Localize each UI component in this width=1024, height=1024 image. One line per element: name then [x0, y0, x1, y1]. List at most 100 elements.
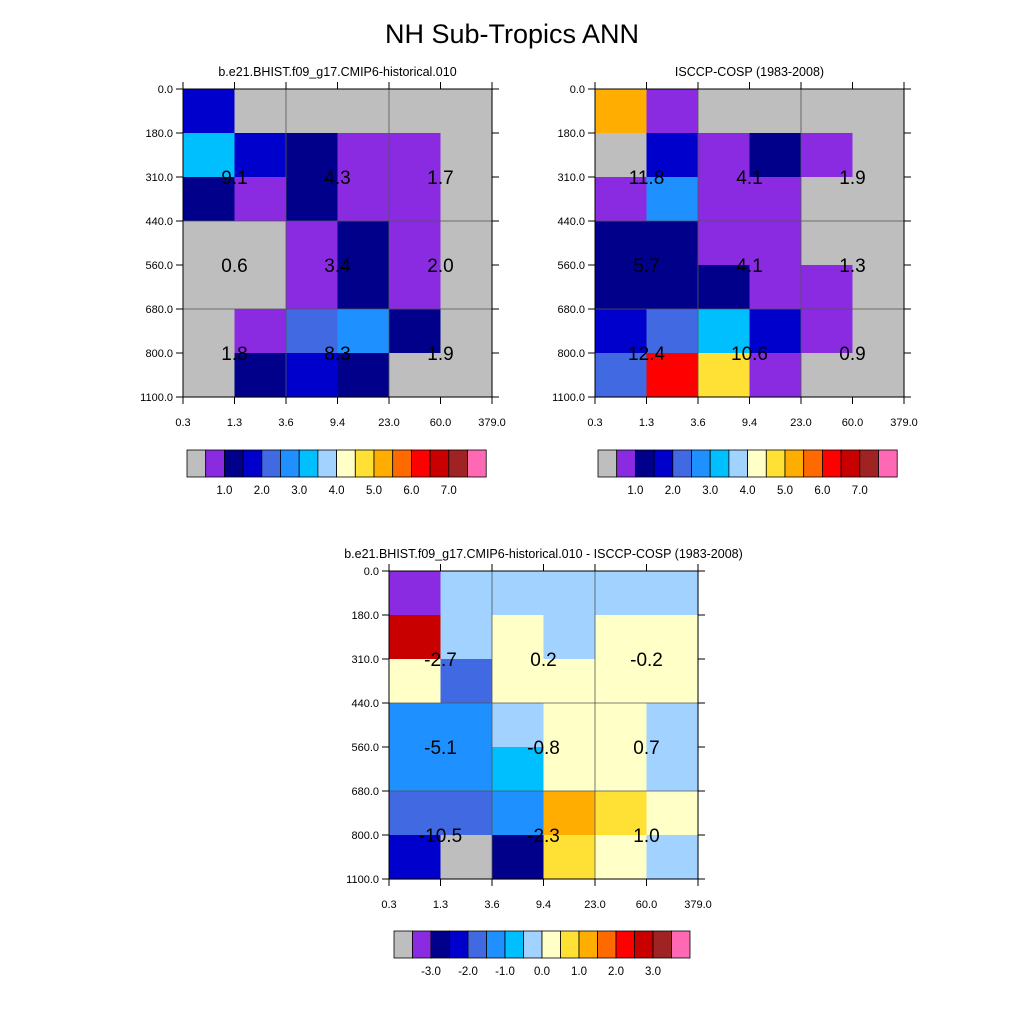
heatmap-cell: [543, 615, 596, 660]
colorbar-swatch: [393, 930, 413, 959]
colorbar-swatch: [652, 930, 672, 959]
block-value-label: 1.9: [427, 344, 453, 365]
heatmap-cell: [543, 835, 596, 880]
heatmap-cell: [234, 353, 287, 398]
colorbar-swatch: [578, 930, 598, 959]
colorbar-swatch: [541, 930, 561, 959]
heatmap-cell: [595, 221, 648, 266]
colorbar-tick-label: 3.0: [702, 485, 718, 497]
heatmap-cell: [595, 265, 648, 310]
y-tick-label: 680.0: [351, 786, 379, 798]
colorbar-swatch: [784, 449, 805, 478]
heatmap-cell: [183, 89, 236, 134]
heatmap-cell: [646, 221, 699, 266]
colorbar-tick-label: 5.0: [366, 485, 382, 497]
x-tick-label: 60.0: [636, 899, 657, 911]
heatmap-cell: [801, 265, 854, 310]
heatmap-cell: [337, 353, 390, 398]
heatmap-cell: [389, 571, 442, 616]
block-value-label: 9.1: [221, 168, 247, 189]
block-value-label: 1.3: [839, 256, 865, 277]
x-tick-label: 1.3: [433, 899, 448, 911]
colorbar-swatch: [373, 449, 394, 478]
y-tick-label: 1100.0: [140, 392, 173, 404]
heatmap-cell: [440, 703, 493, 748]
y-tick-label: 440.0: [557, 216, 585, 228]
colorbar-swatch: [392, 449, 412, 478]
heatmap-cell: [646, 659, 699, 704]
heatmap-cell: [646, 703, 699, 748]
heatmap-cell: [440, 747, 493, 792]
heatmap-cell: [698, 353, 751, 398]
block-value-label: 4.3: [324, 168, 350, 189]
heatmap-cell: [440, 133, 493, 178]
heatmap-panel-3: b.e21.BHIST.f09_g17.CMIP6-historical.010…: [344, 547, 743, 978]
heatmap-cell: [749, 89, 802, 134]
x-tick-label: 9.4: [536, 899, 551, 911]
heatmap-cell: [801, 309, 854, 354]
heatmap-cell: [698, 221, 751, 266]
block-value-label: 10.6: [731, 344, 768, 365]
block-value-label: 5.7: [633, 256, 659, 277]
colorbar-swatch: [653, 449, 674, 478]
heatmap-cell: [389, 221, 442, 266]
colorbar-swatch: [354, 449, 375, 478]
heatmap-cell: [286, 309, 339, 354]
colorbar: 1.0 2.0 3.0 4.0 5.0 6.0 7.0: [597, 449, 898, 497]
y-tick-label: 560.0: [557, 260, 585, 272]
x-tick-label: 60.0: [430, 417, 451, 429]
heatmap-cell: [801, 89, 854, 134]
y-tick-label: 680.0: [145, 304, 173, 316]
heatmap-cell: [337, 221, 390, 266]
colorbar-swatch: [523, 930, 543, 959]
block-value-label: 0.7: [633, 738, 659, 759]
x-tick-label: 379.0: [890, 417, 918, 429]
y-tick-label: 180.0: [351, 610, 379, 622]
heatmap-cell: [698, 89, 751, 134]
y-tick-label: 800.0: [557, 348, 585, 360]
colorbar-swatch: [261, 449, 281, 478]
colorbar-swatch: [803, 449, 823, 478]
heatmap-cell: [801, 133, 854, 178]
heatmap-cell: [286, 353, 339, 398]
block-value-label: 11.8: [629, 168, 665, 189]
heatmap-cell: [389, 133, 442, 178]
heatmap-cell: [543, 703, 596, 748]
colorbar-swatch: [486, 930, 506, 959]
y-tick-label: 1100.0: [552, 392, 585, 404]
heatmap-cell: [234, 221, 287, 266]
x-tick-label: 379.0: [478, 417, 506, 429]
colorbar-tick-label: 3.0: [291, 485, 307, 497]
x-tick-label: 379.0: [684, 899, 712, 911]
y-tick-label: 560.0: [351, 742, 379, 754]
heatmap-cell: [337, 177, 390, 222]
x-tick-label: 23.0: [378, 417, 399, 429]
x-tick-label: 3.6: [690, 417, 705, 429]
heatmap-cell: [646, 177, 699, 222]
colorbar-swatch: [467, 449, 487, 478]
heatmap-cell: [698, 177, 751, 222]
heatmap-cell: [286, 89, 339, 134]
colorbar-swatch: [298, 449, 319, 478]
heatmap-cell: [492, 747, 545, 792]
heatmap-cell: [543, 659, 596, 704]
colorbar-swatch: [429, 449, 450, 478]
y-tick-label: 0.0: [364, 566, 379, 578]
x-tick-label: 9.4: [742, 417, 757, 429]
heatmap-cell: [389, 835, 442, 880]
heatmap-cell: [492, 835, 545, 880]
colorbar-tick-label: 2.0: [608, 966, 624, 978]
heatmap-cell: [646, 265, 699, 310]
block-value-label: 12.4: [628, 344, 665, 365]
block-value-label: 3.4: [324, 256, 351, 277]
heatmap-cell: [183, 309, 236, 354]
heatmap-cell: [595, 703, 648, 748]
heatmap-cell: [440, 221, 493, 266]
colorbar-tick-label: 7.0: [441, 485, 457, 497]
heatmap-cell: [389, 747, 442, 792]
colorbar-tick-label: -3.0: [421, 966, 441, 978]
heatmap-cell: [646, 571, 699, 616]
panel-title: b.e21.BHIST.f09_g17.CMIP6-historical.010…: [344, 547, 743, 561]
colorbar-tick-label: 2.0: [254, 485, 270, 497]
colorbar-tick-label: 2.0: [665, 485, 681, 497]
